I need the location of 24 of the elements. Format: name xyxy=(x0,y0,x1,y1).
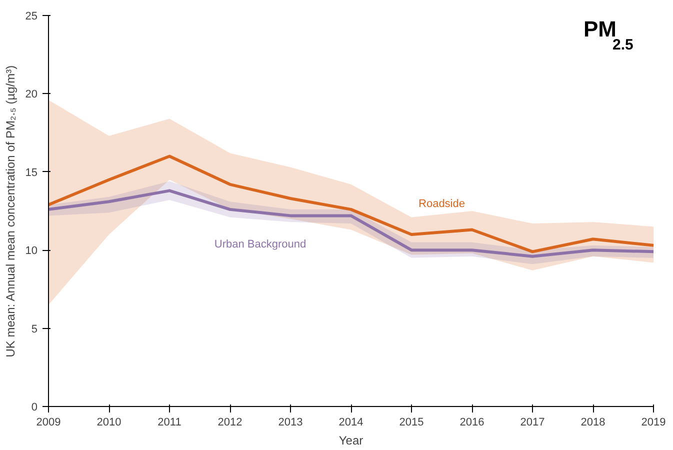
x-tick-label: 2018 xyxy=(580,416,606,428)
line-series xyxy=(48,189,654,258)
x-tick-label: 2015 xyxy=(399,416,424,428)
y-tick-label: 5 xyxy=(31,323,38,336)
x-tick-label: 2017 xyxy=(520,416,545,428)
line-series xyxy=(48,154,654,254)
x-tick-label: 2010 xyxy=(96,416,122,428)
y-tick-label: 20 xyxy=(25,88,38,101)
x-tick-label: 2014 xyxy=(338,416,364,428)
y-axis-title: UK mean: Annual mean concentration of PM₂.₅ (µg/m³) xyxy=(3,65,18,358)
y-tick-label: 15 xyxy=(25,166,38,179)
x-tick-label: 2016 xyxy=(460,416,484,428)
x-tick-label: 2013 xyxy=(278,416,303,428)
x-axis-title: Year xyxy=(338,434,364,448)
x-tick-label: 2011 xyxy=(158,416,182,428)
x-tick-label: 2019 xyxy=(641,416,666,428)
y-tick-label: 25 xyxy=(25,10,38,22)
series-label: Roadside xyxy=(418,198,465,210)
x-tick-label: 2012 xyxy=(218,416,242,428)
y-tick-label: 10 xyxy=(25,245,38,258)
y-tick-label: 0 xyxy=(31,402,38,414)
x-tick-label: 2009 xyxy=(36,416,61,428)
chart-title: PM2.5 xyxy=(584,16,634,54)
text: Urban Background xyxy=(214,238,306,251)
